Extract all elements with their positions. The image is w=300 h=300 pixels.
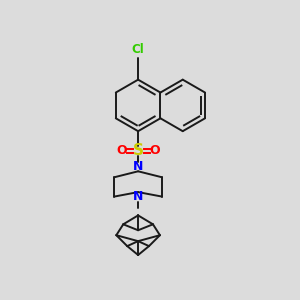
Text: N: N bbox=[133, 160, 143, 173]
Text: O: O bbox=[150, 145, 160, 158]
Text: S: S bbox=[133, 143, 144, 158]
Text: Cl: Cl bbox=[132, 43, 145, 56]
Text: N: N bbox=[133, 190, 143, 203]
Text: O: O bbox=[116, 145, 127, 158]
